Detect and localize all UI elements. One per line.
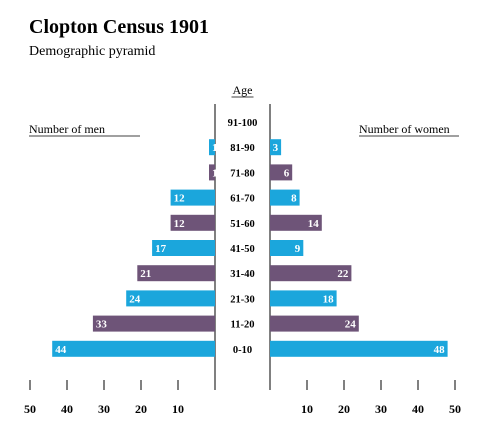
women-bar — [270, 265, 352, 282]
bars — [52, 139, 448, 357]
women-series-label: Number of women — [359, 122, 450, 136]
women-bar — [270, 164, 293, 181]
age-category-label: 31-40 — [230, 269, 255, 280]
men-bar-value-label: 1 — [212, 142, 218, 154]
women-bar-value-label: 18 — [323, 293, 335, 305]
age-category-label: 91-100 — [228, 118, 258, 129]
women-bar-value-label: 14 — [308, 218, 320, 230]
age-axis-label: Age — [233, 83, 253, 97]
women-x-tick-label: 10 — [301, 402, 313, 416]
women-x-tick-label: 30 — [375, 402, 387, 416]
men-bar-value-label: 24 — [129, 293, 141, 305]
men-bar-value-label: 21 — [140, 268, 151, 280]
women-bar-value-label: 8 — [291, 193, 297, 205]
women-bar-value-label: 3 — [273, 142, 279, 154]
men-bar-value-label: 17 — [155, 243, 167, 255]
women-bar-value-label: 24 — [345, 319, 357, 331]
men-bar — [170, 214, 215, 231]
women-bar — [270, 340, 448, 357]
men-x-tick-label: 30 — [98, 402, 110, 416]
chart-title: Clopton Census 1901 — [29, 16, 210, 38]
women-bar-value-label: 22 — [337, 268, 349, 280]
men-bar-value-label: 12 — [174, 218, 186, 230]
labels: Age Number of men Number of women 10 10 20 20 3… — [24, 83, 461, 416]
men-bar — [209, 139, 215, 156]
chart-subtitle: Demographic pyramid — [29, 44, 156, 59]
men-bar — [137, 265, 215, 282]
men-bar — [126, 290, 215, 307]
age-category-label: 0-10 — [233, 345, 252, 356]
men-bar-value-label: 1 — [212, 167, 218, 179]
women-bar — [270, 189, 300, 206]
men-series-label: Number of men — [29, 122, 105, 136]
age-category-label: 71-80 — [230, 168, 255, 179]
women-bar-value-label: 48 — [434, 344, 446, 356]
men-x-tick-label: 20 — [135, 402, 147, 416]
women-bar — [270, 315, 359, 332]
men-bar — [152, 240, 215, 256]
age-category-label: 51-60 — [230, 219, 255, 230]
women-bar — [270, 139, 282, 156]
age-category-label: 11-20 — [231, 320, 255, 331]
men-bar-value-label: 44 — [55, 344, 66, 356]
men-x-tick-label: 40 — [61, 402, 73, 416]
men-bar — [52, 340, 216, 357]
age-category-label: 81-90 — [230, 143, 255, 154]
women-bar — [270, 214, 322, 231]
women-bar — [270, 240, 304, 256]
age-category-label: 41-50 — [230, 244, 255, 255]
men-bar — [170, 189, 215, 206]
age-category-label: 61-70 — [230, 194, 255, 205]
women-bar-value-label: 9 — [295, 243, 301, 255]
women-x-tick-label: 20 — [338, 402, 350, 416]
women-x-tick-label: 40 — [412, 402, 424, 416]
men-bar — [209, 164, 215, 181]
men-x-tick-label: 10 — [172, 402, 184, 416]
age-category-label: 21-30 — [230, 294, 255, 305]
women-bar — [270, 290, 337, 307]
men-bar-value-label: 33 — [96, 319, 108, 331]
men-bar — [92, 315, 215, 332]
women-bar-value-label: 6 — [284, 167, 290, 179]
men-bar-value-label: 12 — [174, 193, 186, 205]
women-x-tick-label: 50 — [449, 402, 461, 416]
men-x-tick-label: 50 — [24, 402, 36, 416]
